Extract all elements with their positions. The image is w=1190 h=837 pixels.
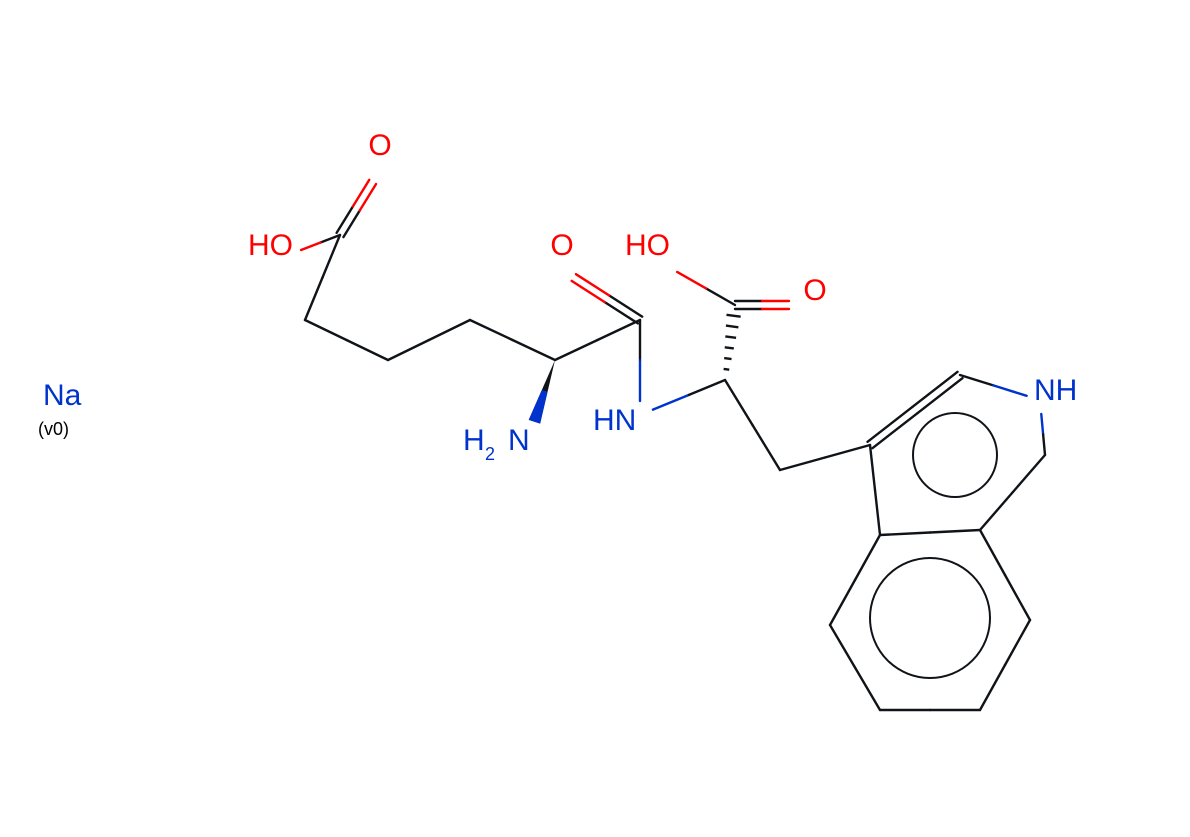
atom-label: O — [803, 274, 826, 307]
atom-label: HN — [593, 404, 636, 437]
atom-label: 2 — [485, 444, 495, 464]
atom-label: NH — [1034, 374, 1077, 407]
atom-label: HO — [625, 229, 670, 262]
atom-label: HO — [248, 229, 293, 262]
atom-label: O — [550, 229, 573, 262]
counterion-symbol: Na — [43, 379, 82, 412]
atom-label: N — [508, 424, 530, 457]
molecule-diagram: O HO O HO O HN HN NH 2 Na (v0) — [0, 0, 1190, 837]
counterion-charge: (v0) — [38, 419, 69, 439]
atom-label: O — [368, 129, 391, 162]
atom-label: H — [463, 424, 485, 457]
